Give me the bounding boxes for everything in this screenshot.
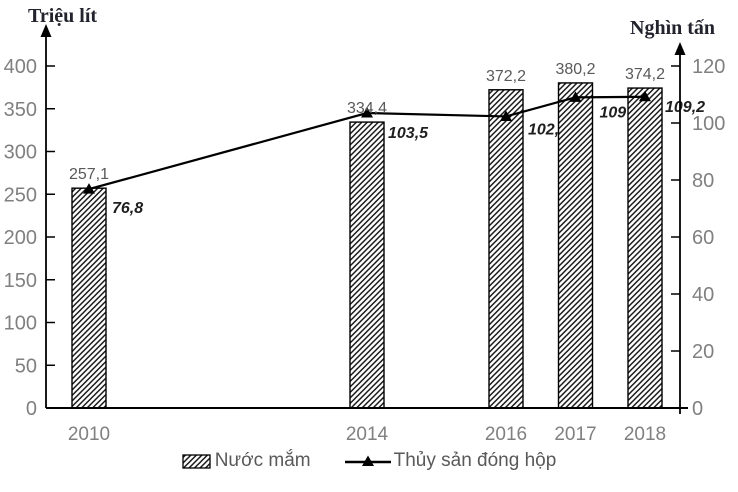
left-axis-tick-label: 400 [4,56,37,78]
bar-value-label-2017: 380,2 [555,61,595,78]
right-axis-tick-label: 120 [692,56,725,78]
line-value-label-2010: 76,8 [112,200,143,217]
left-axis-tick-label: 250 [4,184,37,206]
right-axis-tick-label: 20 [692,341,714,363]
line-marker-2017 [569,91,582,102]
line-marker-2010 [83,183,95,194]
right-axis-tick-label: 60 [692,227,714,249]
bar-2017 [557,82,594,409]
line-marker-2014 [361,107,373,118]
bar-value-label-2014: 334,4 [347,100,387,117]
right-axis-tick-label: 40 [692,284,714,306]
line-series-swatch-icon [344,455,391,466]
x-axis-year-label-2010: 2010 [68,424,110,445]
right-axis-tick-label: 80 [692,170,714,192]
bar-value-label-2016: 372,2 [486,68,526,85]
legend-item-thuy-san-dong-hop: Thủy sản đóng hộp [344,450,557,472]
left-axis-tick-label: 200 [4,227,37,249]
left-axis-tick-label: 0 [26,398,37,420]
legend-label-nuoc-mam: Nước mắm [214,450,311,471]
left-axis-tick-label: 350 [4,99,37,121]
legend: Nước mắm Thủy sản đóng hộp [0,450,738,472]
x-axis-year-label-2014: 2014 [346,424,389,445]
bar-2018 [627,87,663,409]
legend-item-nuoc-mam: Nước mắm [182,450,311,472]
left-axis-tick-label: 150 [4,270,37,292]
legend-label-thuy-san-dong-hop: Thủy sản đóng hộp [393,450,557,471]
left-axis-tick-label: 100 [4,313,37,335]
bar-value-label-2010: 257,1 [69,166,109,183]
right-axis-tick-label: 0 [692,398,703,420]
bar-value-label-2018: 374,2 [625,66,665,83]
bar-2010 [71,187,107,409]
left-axis-tick-label: 50 [15,355,37,377]
bar-2016 [488,89,524,409]
right-axis-arrow-icon [674,42,686,55]
left-axis-arrow-icon [40,24,52,37]
right-axis-tick-label: 100 [692,113,725,135]
line-marker-2016 [500,110,512,121]
line-value-label-2014: 103,5 [388,125,429,142]
x-axis-year-label-2016: 2016 [485,424,527,445]
left-axis-title: Triệu lít [28,5,98,27]
bar-2014 [349,121,385,409]
x-axis-year-label-2017: 2017 [554,424,596,445]
line-value-label-2018: 109,2 [665,99,705,116]
line-marker-2018 [639,90,651,102]
bar-series-swatch-icon [182,453,211,469]
left-axis-tick-label: 300 [4,142,37,164]
line-value-label-2017: 109 [600,104,627,121]
x-axis-year-label-2018: 2018 [624,424,666,445]
right-axis-title: Nghìn tấn [630,17,716,39]
